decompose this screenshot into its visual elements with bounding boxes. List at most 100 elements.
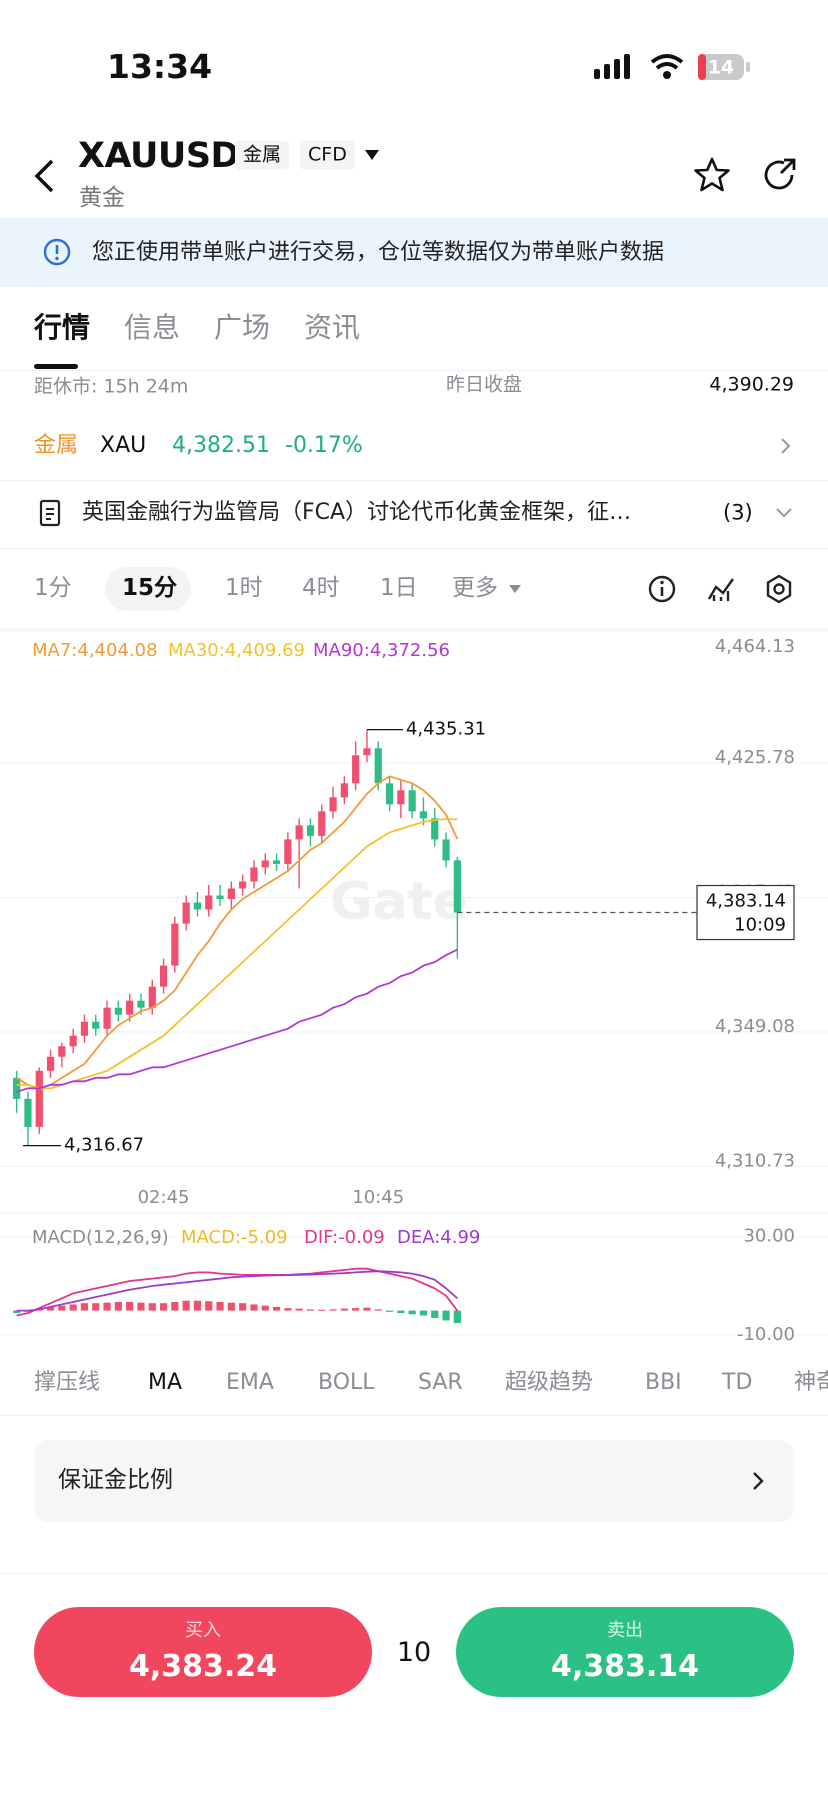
macd-bar (114, 1301, 122, 1311)
wifi-arc (650, 54, 684, 64)
back-button[interactable] (32, 158, 58, 194)
candle-body (284, 839, 292, 864)
indicator-tab[interactable]: 神奇 (794, 1369, 828, 1395)
expand-chevron[interactable] (775, 507, 793, 519)
back-chevron (34, 159, 54, 193)
tag: 金属 (235, 140, 290, 170)
chevron (776, 508, 792, 518)
indicator-tab[interactable]: BBI (645, 1369, 682, 1395)
watermark: Gate (330, 872, 468, 932)
ma-line (16, 818, 458, 1090)
legend-entry: MA30:4,409.69 (168, 640, 305, 661)
candle-body (453, 860, 461, 913)
candle-body (261, 860, 269, 868)
candle-body (272, 860, 281, 864)
interval[interactable]: 1分 (34, 575, 72, 602)
macd-bar (419, 1310, 428, 1316)
candle-body (306, 825, 315, 836)
buy-button[interactable] (34, 1607, 372, 1697)
margin-label: 保证金比例 (58, 1467, 173, 1494)
buy-label: 买入 (185, 1620, 221, 1642)
macd-bar (329, 1309, 337, 1311)
interval[interactable]: 1时 (225, 575, 263, 602)
candle-body (431, 818, 439, 840)
tab[interactable]: 广场 (214, 311, 271, 345)
circle (773, 583, 785, 595)
arrow (509, 585, 521, 593)
interval[interactable]: 15分 (122, 575, 178, 602)
market-code[interactable]: XAU (100, 432, 147, 458)
divider (0, 1573, 828, 1574)
indicator-tab[interactable]: EMA (226, 1369, 274, 1395)
sell-price: 4,383.14 (550, 1649, 700, 1684)
tab[interactable]: 行情 (34, 311, 91, 345)
indicator-tab[interactable]: SAR (418, 1369, 463, 1395)
info-button[interactable] (648, 575, 676, 603)
tab[interactable]: 信息 (124, 311, 181, 345)
candle-body (58, 1046, 66, 1057)
macd-bar (295, 1308, 303, 1311)
share-button[interactable] (762, 157, 798, 193)
dropdown-arrow[interactable] (364, 149, 380, 161)
y-tick-label: 4,349.08 (715, 1016, 795, 1037)
candle-body (148, 986, 156, 1008)
macd-bar (205, 1301, 213, 1311)
quantity[interactable]: 10 (396, 1636, 432, 1668)
candle-body (137, 1000, 145, 1008)
status-icons: 14 (594, 54, 750, 80)
candle-body (340, 783, 348, 798)
chevron (781, 438, 791, 454)
buy-price: 4,383.24 (128, 1649, 278, 1684)
row-chevron[interactable] (780, 437, 792, 455)
info-icon (43, 238, 71, 266)
interval[interactable]: 更多 (452, 575, 498, 602)
settings-button[interactable] (764, 574, 794, 604)
candle-body (171, 923, 179, 966)
last-price-label: 4,383.14 (706, 891, 786, 912)
indicator-tab[interactable]: 撑压线 (34, 1369, 101, 1395)
indicator-tab[interactable]: TD (722, 1369, 753, 1395)
candle-body (69, 1035, 77, 1047)
share-arrow (780, 159, 795, 174)
candle-body (103, 1007, 111, 1029)
favorite-button[interactable] (694, 157, 730, 193)
indicator-tab[interactable]: BOLL (318, 1369, 375, 1395)
candle-body (13, 1077, 21, 1099)
indicator-tab[interactable]: MA (148, 1369, 183, 1395)
interval[interactable]: 1日 (380, 575, 418, 602)
candle-body (408, 790, 416, 812)
news-text[interactable]: 英国金融行为监管局（FCA）讨论代币化黄金框架，征… (82, 499, 632, 525)
legend-entry: DEA:4.99 (397, 1227, 480, 1248)
candle-body (318, 811, 326, 836)
divider (0, 480, 828, 481)
sell-button[interactable] (456, 1607, 794, 1697)
tag[interactable]: CFD (300, 140, 355, 170)
notice-banner (0, 218, 828, 287)
last-price-time: 10:09 (734, 915, 786, 936)
interval[interactable]: 4时 (302, 575, 340, 602)
macd-bar (284, 1308, 292, 1311)
chevron (753, 1472, 764, 1490)
low-marker-label: 4,316.67 (64, 1135, 144, 1156)
macd-title: MACD(12,26,9) (32, 1227, 169, 1248)
macd-bar (58, 1305, 66, 1311)
market-category[interactable]: 金属 (34, 432, 79, 458)
indicator-button[interactable] (706, 575, 736, 603)
macd-bar (340, 1308, 348, 1311)
battery-text: 14 (708, 57, 734, 79)
macd-bar (453, 1310, 461, 1324)
legend-entry: DIF:-0.09 (304, 1227, 385, 1248)
macd-bar (261, 1305, 269, 1311)
battery-tip (746, 62, 750, 72)
indicator-tab[interactable]: 超级趋势 (505, 1369, 594, 1395)
symbol: XAUUSD (78, 136, 240, 176)
macd-bar (46, 1306, 55, 1311)
more-arrow[interactable] (508, 584, 522, 594)
macd-bar (103, 1302, 111, 1311)
macd-bar (352, 1308, 360, 1311)
margin-card[interactable] (34, 1440, 794, 1522)
candle-body (329, 797, 337, 812)
instrument-name: 黄金 (79, 185, 125, 212)
candle-body (24, 1098, 32, 1127)
tab[interactable]: 资讯 (304, 311, 361, 345)
